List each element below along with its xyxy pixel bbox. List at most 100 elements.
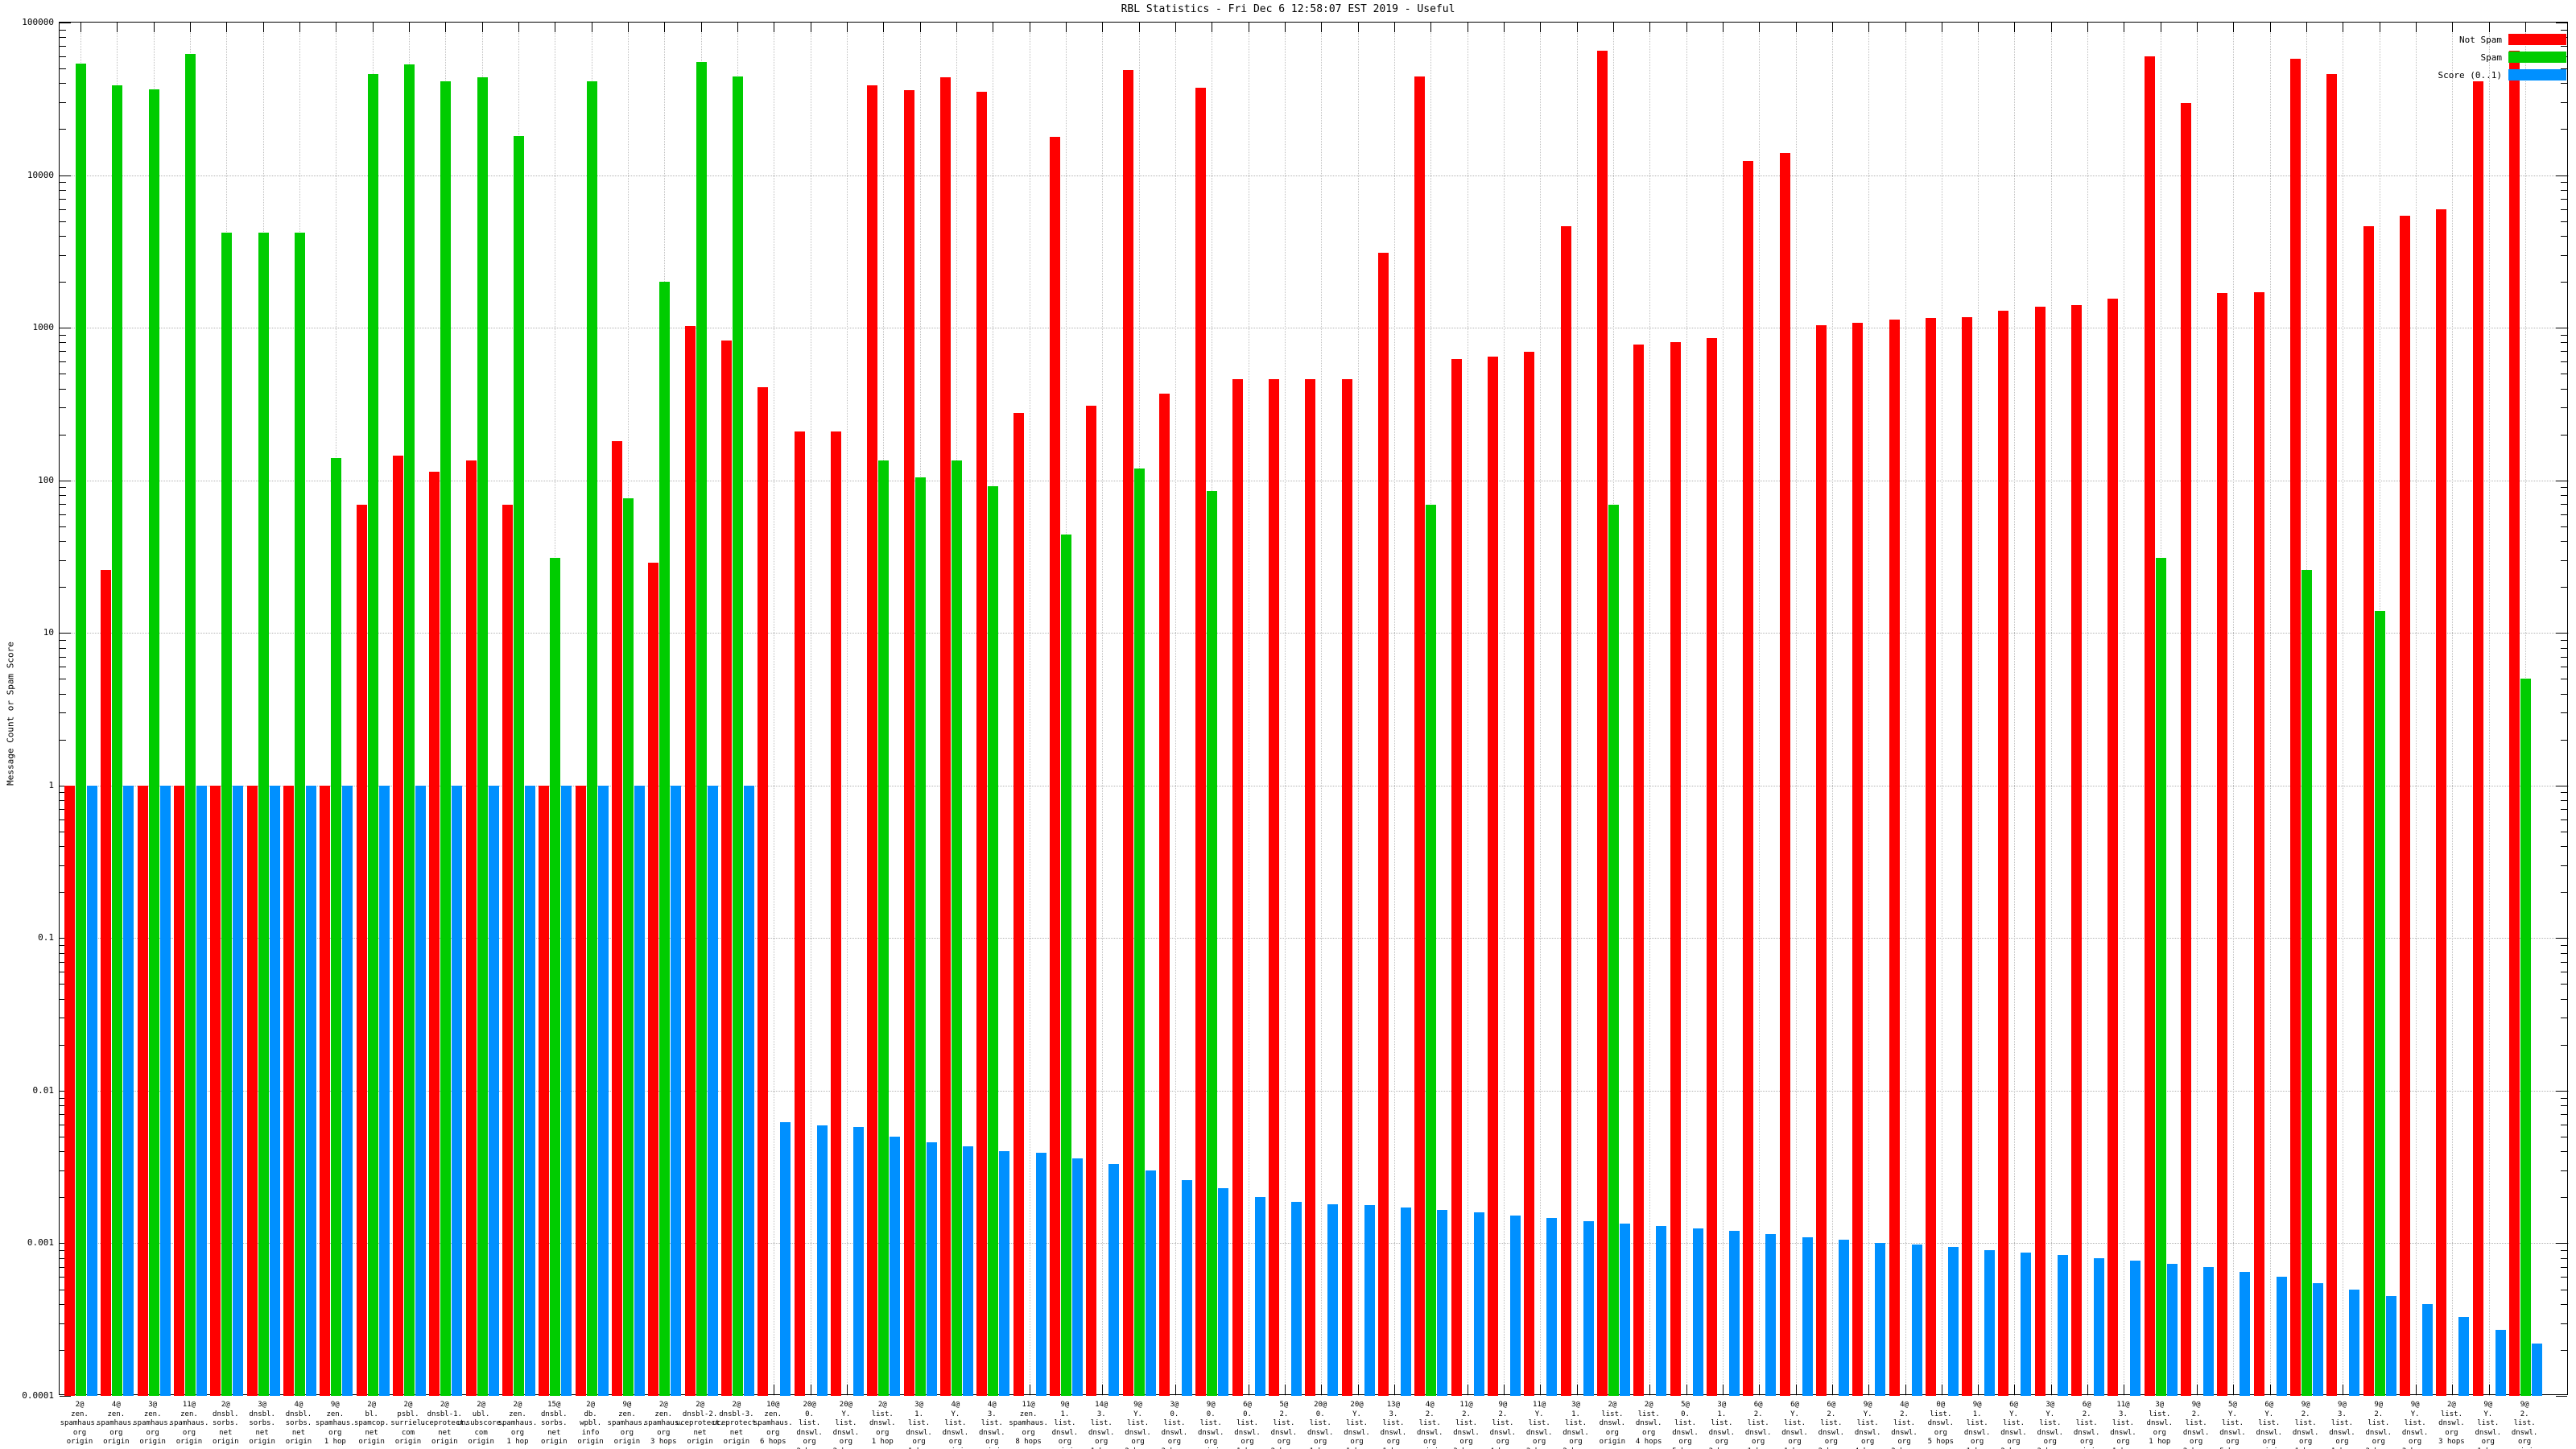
- y-minor-tick: [60, 846, 66, 848]
- x-bottom-tick: [1649, 1385, 1651, 1394]
- y-minor-tick: [2561, 235, 2567, 237]
- y-minor-tick: [60, 1303, 66, 1305]
- y-minor-tick: [2561, 1257, 2567, 1259]
- bar-spam: [2155, 558, 2166, 1396]
- y-minor-tick: [60, 865, 66, 866]
- y-major-tick: [60, 175, 71, 176]
- x-tick-label: 9@ 2. list. dnswl. org 1 hop: [2292, 1401, 2319, 1449]
- y-minor-tick: [60, 961, 66, 963]
- x-top-tick: [627, 23, 629, 32]
- y-minor-tick: [60, 342, 66, 344]
- y-minor-tick: [60, 198, 66, 200]
- bar-score: [852, 1126, 864, 1396]
- y-minor-tick: [2561, 1097, 2567, 1099]
- legend-label: Spam: [2480, 52, 2503, 63]
- y-minor-tick: [60, 182, 66, 184]
- y-minor-tick: [60, 559, 66, 561]
- bar-score: [1400, 1207, 1411, 1396]
- x-tick-label: 4@ 3. list. dnswl. org origin: [978, 1401, 1005, 1449]
- bar-score: [707, 785, 718, 1396]
- x-tick-label: 20@ Y. list. dnswl. org 1 hop: [1344, 1401, 1370, 1449]
- y-minor-tick: [60, 361, 66, 363]
- y-minor-tick: [2561, 1303, 2567, 1305]
- bar-score: [415, 785, 426, 1396]
- y-minor-tick: [60, 1266, 66, 1268]
- bar-not-spam: [320, 785, 331, 1396]
- bar-score: [342, 785, 353, 1396]
- x-bottom-tick: [1795, 1385, 1797, 1394]
- bar-not-spam: [720, 341, 732, 1396]
- bar-score: [2094, 1257, 2105, 1396]
- v-gridline: [1722, 23, 1724, 1396]
- x-top-tick: [372, 23, 374, 32]
- y-minor-tick: [2561, 29, 2567, 31]
- bar-not-spam: [2253, 292, 2264, 1396]
- y-minor-tick: [60, 639, 66, 641]
- bar-not-spam: [101, 569, 112, 1396]
- y-minor-tick: [2561, 407, 2567, 409]
- x-tick-label: 6@ 2. list. dnswl. org 1 hop: [1744, 1401, 1772, 1449]
- x-bottom-tick: [1503, 1385, 1505, 1394]
- y-tick-label: 1: [48, 779, 54, 791]
- x-tick-label: 3@ 1. list. dnswl. org 1 hop: [906, 1401, 932, 1449]
- v-gridline: [1540, 23, 1542, 1396]
- y-minor-tick: [60, 83, 66, 85]
- bar-spam: [258, 232, 269, 1396]
- bar-score: [2021, 1252, 2032, 1396]
- x-tick-label: 0@ list. dnswl. org 5 hops: [1927, 1401, 1955, 1446]
- x-tick-label: 3@ 1. list. dnswl. org 2 hops: [1563, 1401, 1589, 1449]
- bar-spam: [112, 85, 123, 1396]
- y-minor-tick: [60, 712, 66, 714]
- bar-not-spam: [2363, 225, 2374, 1396]
- x-top-tick: [2452, 23, 2454, 32]
- x-top-tick: [299, 23, 300, 32]
- y-minor-tick: [2561, 83, 2567, 85]
- x-tick-label: 2@ list. dnswl. org 1 hop: [869, 1401, 896, 1446]
- x-top-tick: [2525, 23, 2527, 32]
- x-top-tick: [2269, 23, 2271, 32]
- y-major-tick: [2556, 633, 2567, 634]
- v-gridline: [1686, 23, 1687, 1396]
- y-minor-tick: [60, 892, 66, 894]
- bar-score: [1765, 1233, 1777, 1396]
- bar-spam: [403, 64, 415, 1396]
- bar-score: [233, 785, 244, 1396]
- bar-score: [1218, 1187, 1229, 1396]
- v-gridline: [1321, 23, 1323, 1396]
- y-minor-tick: [2561, 221, 2567, 222]
- y-minor-tick: [2561, 208, 2567, 210]
- v-gridline: [1102, 23, 1104, 1396]
- bar-score: [269, 785, 280, 1396]
- bar-not-spam: [1414, 76, 1426, 1396]
- y-minor-tick: [60, 46, 66, 47]
- x-tick-label: 6@ 2. list. dnswl. org 2 hops: [1818, 1401, 1845, 1449]
- bar-not-spam: [575, 785, 586, 1396]
- y-minor-tick: [2561, 1250, 2567, 1252]
- bar-score: [2203, 1266, 2215, 1396]
- x-tick-label: 2@ ubl. unsubscore. com origin: [456, 1401, 506, 1446]
- y-minor-tick: [2561, 282, 2567, 283]
- y-minor-tick: [60, 495, 66, 497]
- x-top-tick: [846, 23, 848, 32]
- y-minor-tick: [2561, 945, 2567, 946]
- x-tick-label: 9@ 2. list. dnswl. org origin: [2511, 1401, 2538, 1449]
- x-tick-label: 2@ dnsbl. sorbs. net origin: [213, 1401, 239, 1446]
- x-tick-label: 6@ 0. list. dnswl. org 1 hop: [1234, 1401, 1261, 1449]
- x-top-tick: [1795, 23, 1797, 32]
- x-top-tick: [883, 23, 885, 32]
- v-gridline: [846, 23, 848, 1396]
- v-gridline: [2488, 23, 2490, 1396]
- x-top-tick: [2197, 23, 2198, 32]
- y-minor-tick: [2561, 102, 2567, 104]
- bar-score: [2057, 1254, 2068, 1396]
- y-minor-tick: [2561, 1114, 2567, 1116]
- bar-not-spam: [794, 431, 805, 1396]
- y-minor-tick: [60, 792, 66, 794]
- bar-spam: [550, 558, 561, 1396]
- x-top-tick: [1393, 23, 1395, 32]
- x-bottom-tick: [1357, 1385, 1359, 1394]
- y-minor-tick: [2561, 68, 2567, 70]
- x-bottom-tick: [1722, 1385, 1724, 1394]
- y-minor-tick: [2561, 1151, 2567, 1153]
- y-minor-tick: [60, 1105, 66, 1107]
